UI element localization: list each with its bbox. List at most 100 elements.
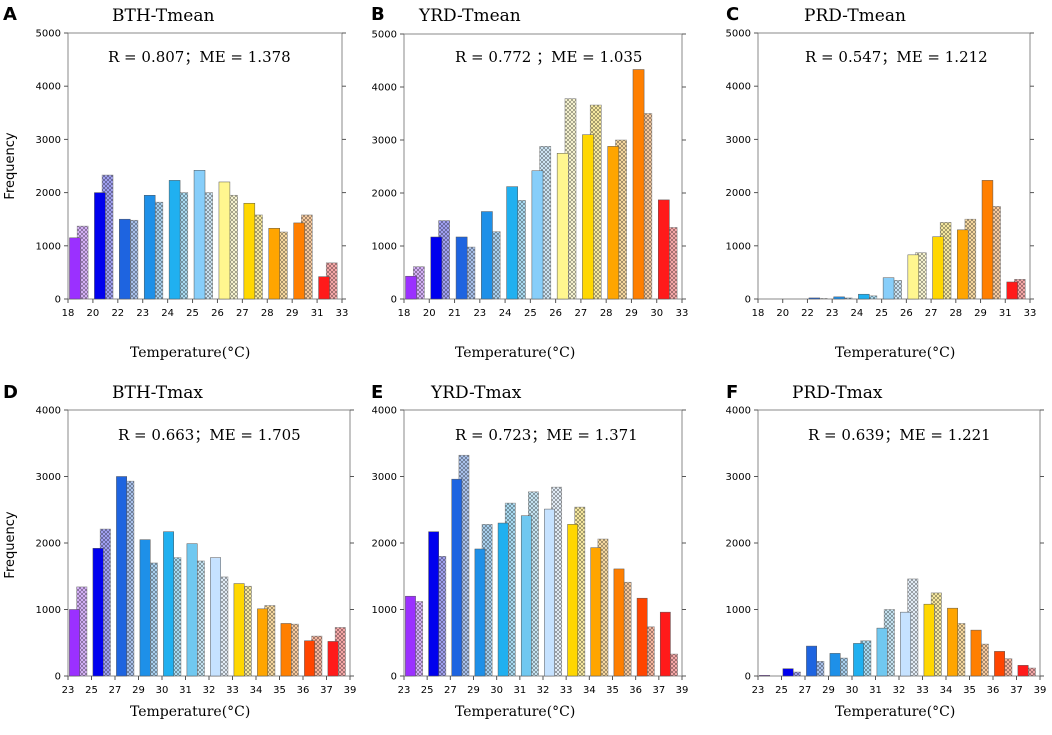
sim-bar [301,214,313,299]
sim-bar [907,578,918,676]
sim-bar [482,524,493,676]
y-tick-label: 5000 [372,30,397,41]
sim-bar [217,576,228,676]
y-tick-label: 4000 [726,82,751,93]
obs-bar [327,641,339,677]
x-tick-label: 24 [851,308,864,319]
sim-bar [644,626,655,676]
chart-title: YRD-Tmax [430,383,522,403]
sim-bar [890,280,902,299]
x-tick-label: 34 [583,685,596,696]
obs-bar [900,611,911,677]
obs-bar [970,629,982,677]
x-tick-label: 39 [344,685,357,696]
y-tick-label: 4000 [36,406,61,417]
sim-bar [413,266,425,299]
x-tick-label: 36 [629,685,642,696]
stats-annotation: R = 0.807；ME = 1.378 [108,48,291,66]
obs-bar [957,229,969,300]
x-tick-label: 31 [179,685,192,696]
obs-bar [218,181,231,300]
y-tick-label: 3000 [726,472,751,483]
stats-annotation: R = 0.547；ME = 1.212 [805,48,988,66]
obs-bar [69,237,81,300]
x-tick-label: 28 [600,308,613,319]
y-tick-label: 1000 [372,242,397,253]
sim-bar [989,206,1001,299]
x-tick-label: 35 [273,685,286,696]
obs-bar [759,675,770,677]
obs-bar [163,531,175,677]
obs-bar [280,623,292,677]
x-tick-label: 24 [499,308,512,319]
sim-bar [458,455,470,676]
obs-bar [116,476,128,677]
x-tick-label: 18 [62,308,75,319]
y-tick-label: 4000 [36,82,61,93]
y-tick-label: 3000 [372,136,397,147]
sim-bar [194,560,205,676]
sim-bar [489,231,501,299]
sim-bar [76,586,87,676]
sim-bar [438,220,450,299]
sim-bar [514,200,526,299]
x-tick-label: 23 [826,308,839,319]
panel-letter: E [371,382,383,403]
obs-bar [318,276,330,300]
y-tick-label: 5000 [36,29,61,40]
sim-bar [837,658,848,676]
y-tick-label: 2000 [726,539,751,550]
sim-bar [964,219,976,299]
obs-bar [657,199,670,300]
x-tick-label: 27 [109,685,122,696]
obs-bar [268,227,280,300]
obs-bar [808,297,821,300]
x-tick-label: 25 [875,308,888,319]
x-tick-label: 33 [1024,308,1037,319]
sim-bar [597,539,609,676]
sim-bar [640,113,652,299]
sim-bar [100,529,111,676]
sim-bar [151,202,163,299]
sim-bar [841,297,853,299]
y-tick-label: 3000 [36,472,61,483]
x-tick-label: 32 [893,685,906,696]
sim-bar [574,507,585,676]
y-tick-label: 4000 [726,406,751,417]
y-axis-label: Frequency [3,511,18,578]
x-tick-label: 30 [156,685,169,696]
obs-bar [833,296,845,300]
panel-letter: D [3,382,18,403]
x-tick-label: 36 [987,685,1000,696]
x-tick-label: 23 [62,685,75,696]
panel-letter: F [726,382,738,403]
x-tick-label: 29 [625,308,638,319]
sim-bar [1014,279,1026,299]
obs-bar [932,236,944,300]
obs-bar [994,651,1005,677]
sim-bar [463,247,475,299]
obs-bar [405,275,417,300]
chart-panel-d: D BTH-Tmax R = 0.663；ME = 1.705 0 1000 2000 30… [3,382,356,720]
y-tick-label: 1000 [36,241,61,252]
x-tick-label: 29 [286,308,299,319]
x-tick-label: 24 [161,308,174,319]
sim-bar [1001,658,1012,676]
obs-bar [92,548,104,677]
obs-bar [451,478,463,677]
y-tick-label: 3000 [36,135,61,146]
sim-bar [528,491,539,676]
x-tick-label: 26 [900,308,913,319]
y-tick-label: 2000 [36,188,61,199]
x-tick-label: 25 [775,685,788,696]
y-tick-label: 0 [391,295,397,306]
chart-panel-b: B YRD-Tmean R = 0.772 ；ME = 1.035 0 1000 2000… [371,4,688,361]
y-tick-label: 5000 [726,29,751,40]
x-tick-label: 37 [320,685,333,696]
sim-bar [251,214,263,299]
y-tick-label: 1000 [372,605,397,616]
x-tick-label: 27 [799,685,812,696]
x-tick-label: 23 [136,308,149,319]
sim-bar [790,672,801,676]
x-tick-label: 33 [916,685,929,696]
